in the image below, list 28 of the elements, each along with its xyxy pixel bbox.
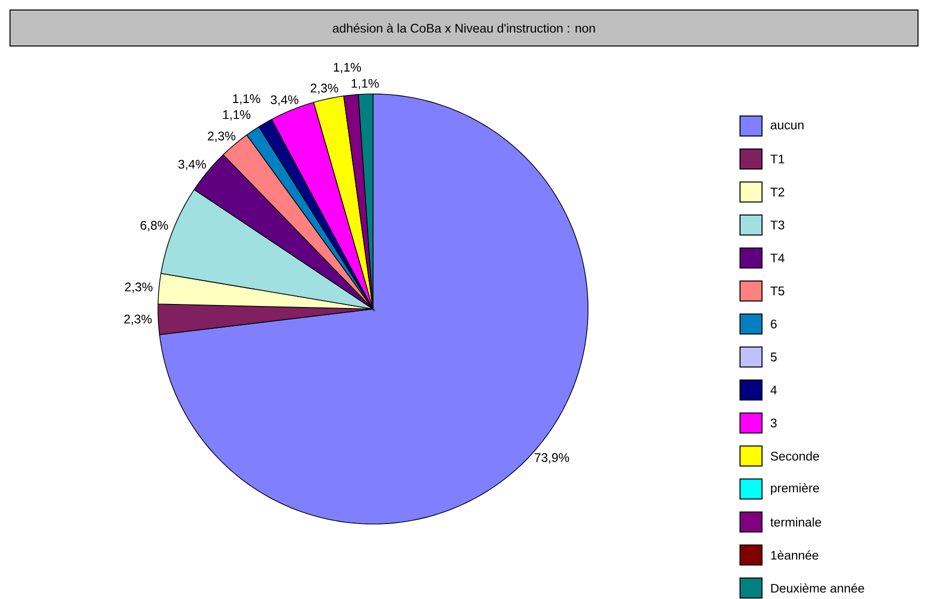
data-label: 6,8% [140, 220, 168, 232]
data-label: 2,3% [124, 314, 152, 325]
legend-label: Seconde [770, 451, 819, 461]
data-label: 73,9% [534, 453, 570, 464]
chart-title: adhésion à la CoBa x Niveau d'instruction : non [332, 23, 595, 33]
legend-label: terminale [770, 517, 822, 527]
legend-label: 1èannée [771, 550, 818, 560]
legend-label: 3 [770, 418, 777, 428]
data-label: 1,1% [233, 94, 260, 105]
data-label: 3,4% [178, 160, 206, 170]
legend-label: 4 [770, 386, 777, 394]
legend-label: 6 [770, 320, 777, 328]
legend-label: T1 [770, 154, 784, 164]
legend-label: 5 [770, 352, 777, 362]
data-label: 3,4% [270, 95, 298, 106]
data-label: 2,3% [310, 84, 338, 94]
legend-label: aucun [770, 122, 804, 130]
legend-label: première [771, 483, 819, 495]
legend-label: T4 [770, 254, 784, 262]
data-label: 1,1% [223, 110, 250, 120]
data-label: 2,3% [125, 282, 152, 293]
legend-label: Deuxième année [771, 583, 864, 593]
legend-label: T5 [770, 286, 784, 296]
data-label: 1,1% [352, 78, 379, 90]
legend-label: T2 [770, 188, 784, 196]
legend-label: T3 [770, 220, 784, 230]
data-label: 2,3% [208, 132, 236, 142]
data-label: 1,1% [334, 62, 361, 74]
